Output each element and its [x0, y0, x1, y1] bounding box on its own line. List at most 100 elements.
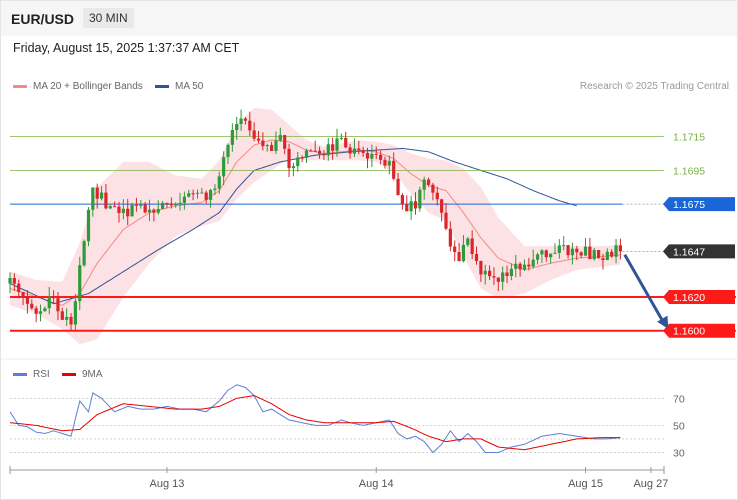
candle-body: [431, 184, 435, 193]
candle-body: [195, 192, 200, 194]
candle-body: [38, 311, 43, 314]
candle-body: [235, 123, 239, 131]
candle-body: [165, 202, 169, 204]
candle-body: [448, 228, 452, 247]
candle-body: [169, 203, 173, 206]
price-tag-label-3: 1.1647: [673, 246, 705, 258]
time-axis-label-2: Aug 15: [568, 478, 603, 490]
candle-body: [610, 251, 614, 257]
candle-body: [222, 157, 226, 177]
level-label-1: 1.1695: [673, 165, 705, 177]
candle-body: [348, 147, 352, 154]
candle-body: [540, 250, 544, 255]
candle-body: [553, 252, 557, 254]
legend-rsi: RSI: [13, 369, 50, 380]
candle-body: [418, 189, 422, 209]
forecast-arrow-shaft: [623, 254, 666, 325]
candle-body: [143, 204, 147, 213]
price-tag-3: [663, 244, 735, 259]
candle-body: [322, 153, 326, 156]
candle-body: [239, 118, 243, 124]
candle-body: [522, 264, 527, 270]
candle-body: [400, 195, 404, 205]
timestamp-label: Friday, August 15, 2025 1:37:37 AM CET: [13, 41, 240, 55]
ma50-line: [9, 147, 577, 305]
symbol-label[interactable]: EUR/USD: [11, 11, 75, 27]
candle-body: [392, 160, 396, 179]
candle-body: [30, 303, 34, 309]
legend-ma20: MA 20 + Bollinger Bands: [13, 81, 143, 92]
rsi-tick-label-2: 30: [673, 447, 685, 459]
candle-body: [601, 258, 605, 261]
candle-body: [505, 272, 509, 277]
candles: [8, 109, 622, 332]
candle-body: [304, 150, 309, 158]
candle-body: [479, 261, 483, 275]
candle-body: [156, 208, 160, 213]
rsi-line: [9, 384, 621, 454]
candle-body: [383, 159, 387, 166]
candle-body: [274, 140, 278, 151]
candle-body: [588, 246, 592, 260]
candle-body: [352, 148, 357, 154]
candle-body: [60, 311, 64, 320]
candle-body: [65, 316, 69, 320]
candle-body: [256, 138, 261, 141]
candle-body: [52, 296, 56, 299]
candle-body: [270, 145, 274, 151]
candle-body: [562, 245, 566, 247]
level-label-0: 1.1715: [673, 132, 705, 144]
forecast-arrow-head: [657, 315, 669, 329]
rsi-tick-label-0: 70: [673, 393, 685, 405]
legend-ma50-swatch: [155, 85, 169, 88]
candle-body: [614, 245, 618, 257]
candle-body: [204, 192, 208, 200]
candle-body: [283, 135, 287, 149]
candle-body: [121, 208, 125, 214]
price-tag-5: [663, 323, 735, 338]
candle-body: [99, 192, 104, 199]
candle-body: [17, 283, 21, 293]
candle-body: [426, 179, 431, 185]
candle-body: [557, 245, 561, 253]
candle-body: [518, 263, 522, 270]
timeframe-button[interactable]: 30 MIN: [83, 8, 134, 28]
candle-body: [147, 209, 152, 213]
candle-body: [126, 208, 130, 217]
candle-body: [187, 193, 191, 197]
legend-ma50: MA 50: [155, 81, 203, 92]
legend-9ma-label: 9MA: [82, 369, 103, 380]
candle-body: [331, 144, 335, 151]
candle-body: [200, 192, 204, 194]
candle-body: [492, 276, 496, 278]
candle-body: [544, 250, 548, 258]
time-axis-label-0: Aug 13: [150, 478, 185, 490]
candle-body: [361, 150, 365, 153]
chart-header: EUR/USD 30 MIN: [1, 1, 737, 36]
rsi-tick-label-1: 50: [673, 420, 685, 432]
candle-body: [296, 157, 300, 167]
candle-body: [317, 150, 322, 154]
candle-body: [8, 277, 12, 284]
candle-body: [261, 140, 265, 147]
candle-body: [457, 251, 461, 262]
candle-body: [313, 150, 317, 152]
candle-body: [73, 301, 77, 325]
candle-body: [34, 308, 38, 314]
candle-body: [488, 270, 492, 277]
candle-body: [278, 135, 282, 141]
legend-9ma: 9MA: [62, 369, 103, 380]
candle-body: [95, 187, 99, 199]
candle-body: [527, 264, 531, 267]
candle-body: [252, 130, 256, 139]
candle-body: [178, 202, 182, 205]
price-tag-label-2: 1.1675: [673, 199, 705, 211]
candle-body: [409, 201, 413, 212]
candle-body: [243, 118, 248, 121]
candle-body: [226, 144, 230, 158]
candle-body: [182, 196, 186, 203]
candle-body: [265, 145, 269, 147]
candle-body: [56, 298, 60, 312]
candle-body: [579, 252, 583, 256]
